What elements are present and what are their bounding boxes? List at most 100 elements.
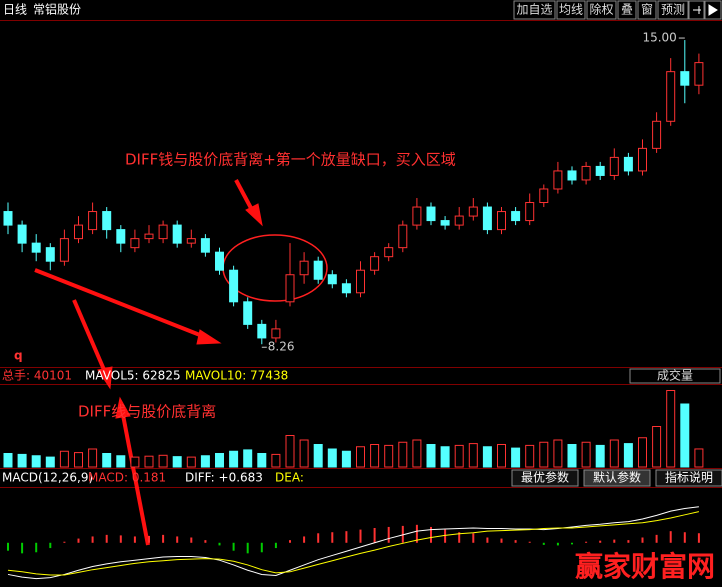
candle-body [229,269,239,303]
diff-line [7,506,699,580]
volume-bar [652,426,662,468]
stock-name: 常铝股份 [33,2,81,17]
candle-body [581,165,591,181]
toolbar-button[interactable] [657,0,689,20]
annotation: DIFF钱与股价底背离+第一个放量缺口，买入区域 [125,151,456,169]
candle-body [454,215,464,226]
candle-body [638,147,647,172]
candle-body [327,274,337,285]
candle-body [398,224,408,249]
candle-body [356,269,365,294]
volume-bar [74,452,83,468]
volume-bar [285,435,295,468]
volume-bar [567,444,577,468]
candle-body [144,233,154,240]
nav-button[interactable] [688,0,705,20]
min-label: 8.26 [268,340,295,354]
volume-bar [327,448,337,468]
param-button[interactable] [511,469,579,487]
volume-bar [553,439,563,468]
corner-mark: q [14,349,23,363]
volume-bar [59,450,69,468]
candle-body [158,224,168,240]
candle-body [186,238,196,244]
candle-body [384,247,394,258]
volume-bar [468,443,478,468]
candle-body [3,211,13,226]
macd-legend: MACD: 0.181 [88,471,166,485]
volume-bar [186,456,196,468]
candle-body [17,224,27,244]
candle-body [412,206,422,226]
toolbar-button[interactable] [513,0,556,20]
candle-body [172,224,182,244]
candle-body [468,206,478,217]
toolbar-button[interactable] [586,0,617,20]
param-button[interactable] [655,469,722,487]
annotation: DIFF线与股价底背离 [78,403,216,421]
candle-body [257,323,267,339]
toolbar-button-label: 除权 [589,2,613,17]
max-label: 15.00 [642,31,676,45]
indicator-name: 成交量 [657,368,693,383]
volume-bar [17,453,27,468]
indicator-select [629,368,721,384]
volume-bar [144,455,154,468]
volume-bar [271,453,281,468]
volume-bar [412,439,422,468]
candle-body [440,220,450,226]
volume-bar [511,447,521,468]
candle-body [595,165,605,176]
candle-body [200,238,210,253]
param-button[interactable] [583,469,651,487]
toolbar-button[interactable] [637,0,657,20]
toolbar-button[interactable] [556,0,586,20]
volume-bar [31,455,41,468]
volume-bar [45,456,55,468]
macd-legend: MACD(12,26,9) [2,471,93,485]
volume-bar [200,455,210,468]
volume-bar [539,441,549,468]
dea-line [7,511,700,576]
candle-body [215,251,224,271]
candle-body [341,283,351,294]
toolbar-button-label: 窗 [641,3,653,17]
candle-body [680,71,690,86]
candle-body [666,71,676,122]
candle-body [31,242,41,253]
volume-bar [243,449,253,468]
toolbar-button[interactable] [617,0,637,20]
volume-bar [356,446,365,468]
volume-bar [666,390,676,468]
volume-bar [3,453,13,468]
volume-bar [638,437,647,468]
arrows [34,179,263,546]
volume-bar [158,454,168,468]
volume-bar [440,446,450,468]
volume-legend: MAVOL5: 62825 [85,369,181,383]
volume-bar [102,453,112,468]
volume-legend: MAVOL10: 77438 [185,369,288,383]
nav-icon [693,4,718,16]
toolbar-button-label: 预测 [661,3,685,17]
toolbar-button-label: 叠 [621,3,633,17]
candle-body [539,188,549,204]
volume-bar [454,444,464,468]
volume-bar [398,441,408,468]
candle-body [511,211,521,222]
param-button-label: 默认参数 [593,470,641,485]
candle-body [609,156,619,176]
volume-bar [370,444,380,468]
volume-bar [341,450,351,468]
candle-body [525,202,535,222]
candle-body [45,247,55,262]
candle-body [285,274,295,303]
toolbar-button-label: 加自选 [516,3,552,17]
candle-body [313,260,323,280]
volume-bar [313,444,323,468]
candle-body [652,120,662,149]
nav-button[interactable] [704,0,722,20]
volume-bar [116,455,126,468]
volume-bar [257,453,267,468]
volume-bar [172,456,182,468]
